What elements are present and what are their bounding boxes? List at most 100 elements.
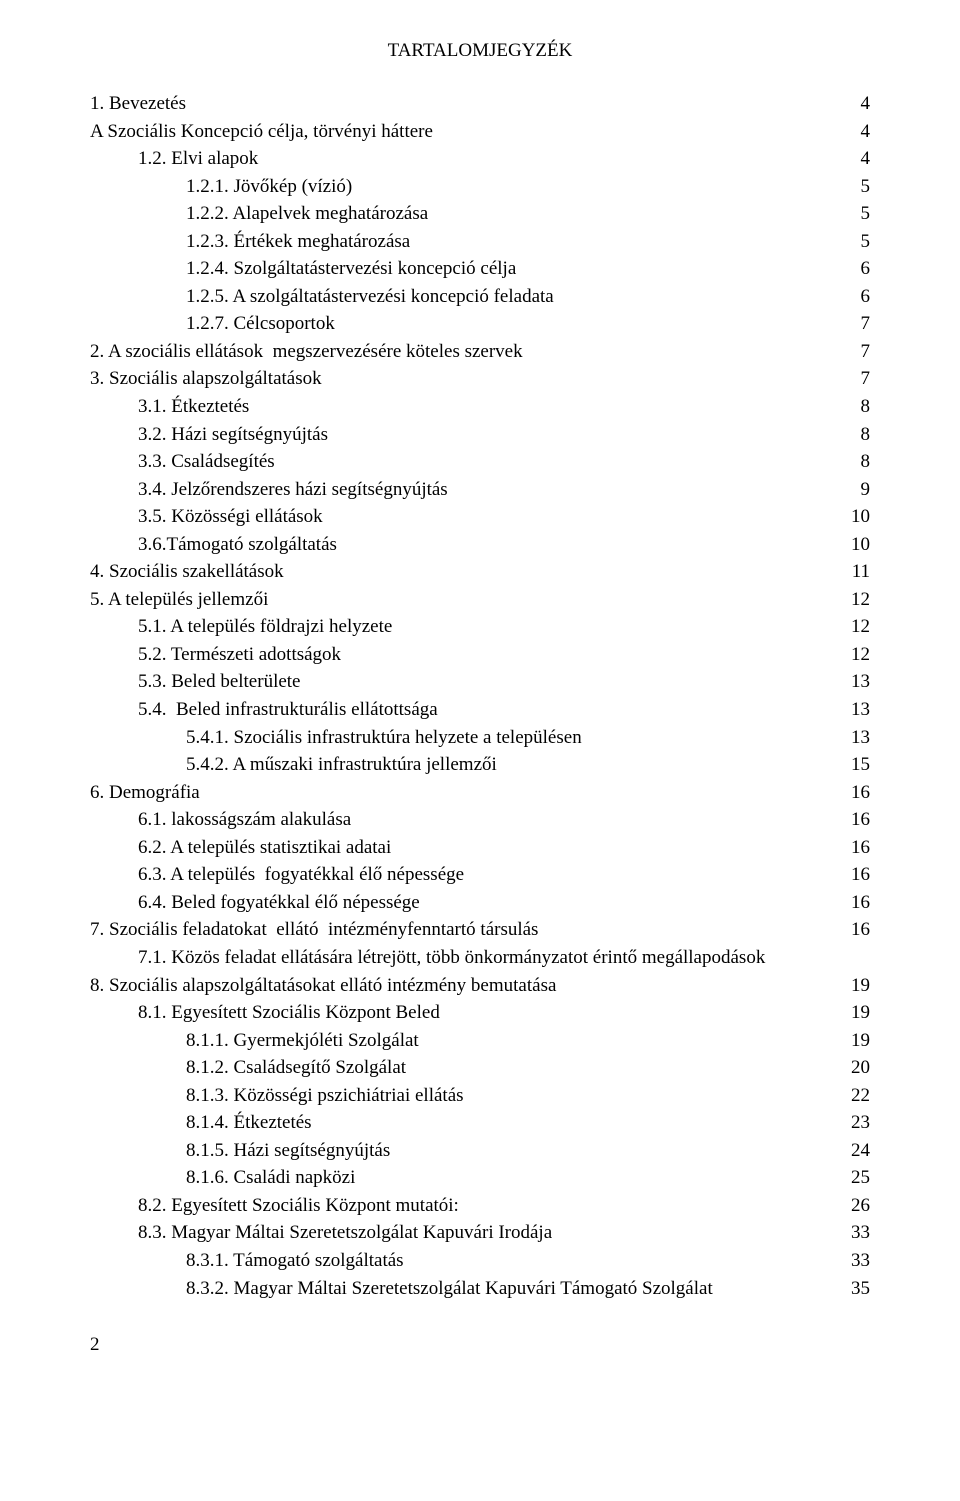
toc-entry: 8.1.2. Családsegítő Szolgálat 20 [90,1054,870,1082]
toc-entry-text: 1.2.1. Jövőkép (vízió) [186,173,352,201]
toc-entry-page: 7 [845,310,871,338]
toc-entry-text: 4. Szociális szakellátások [90,558,284,586]
toc-entry-text: 5.4.2. A műszaki infrastruktúra jellemző… [186,751,497,779]
page-number: 2 [90,1334,870,1356]
document-page: TARTALOMJEGYZÉK 1. Bevezetés4A Szociális… [0,0,960,1396]
toc-entry-page: 12 [835,641,870,669]
toc-entry-page: 5 [845,228,871,256]
toc-entry-text: 8.1.5. Házi segítségnyújtás [186,1137,390,1165]
toc-entry-page: 13 [835,724,870,752]
toc-entry: 8.1.6. Családi napközi 25 [90,1164,870,1192]
toc-entry-text: 8.1.6. Családi napközi [186,1164,355,1192]
toc-entry-text: 5.2. Természeti adottságok [138,641,341,669]
toc-entry: 6.4. Beled fogyatékkal élő népessége 16 [90,889,870,917]
toc-entry: 8.1. Egyesített Szociális Központ Beled 1… [90,999,870,1027]
toc-entry: 7. Szociális feladatokat ellátó intézmén… [90,916,870,944]
toc-entry-page: 15 [835,751,870,779]
toc-entry: 8.1.3. Közösségi pszichiátriai ellátás22 [90,1082,870,1110]
toc-entry-page: 4 [845,145,871,173]
toc-entry: 8.3.1. Támogató szolgáltatás33 [90,1247,870,1275]
toc-entry: 2. A szociális ellátások megszervezésére… [90,338,870,366]
toc-entry-text: 8.1.2. Családsegítő Szolgálat [186,1054,406,1082]
toc-entry-text: 8.3.1. Támogató szolgáltatás [186,1247,404,1275]
toc-entry-page: 12 [835,613,870,641]
toc-entry-text: 7. Szociális feladatokat ellátó intézmén… [90,916,538,944]
toc-entry-page: 6 [845,255,871,283]
toc-entry-page: 12 [835,586,870,614]
toc-entry-page: 5 [845,200,871,228]
toc-entry-text: 1.2.2. Alapelvek meghatározása [186,200,428,228]
toc-entry-text: 8.2. Egyesített Szociális Központ mutató… [138,1192,459,1220]
toc-list: 1. Bevezetés4A Szociális Koncepció célja… [90,90,870,1302]
toc-entry-text: 6.3. A település fogyatékkal élő népessé… [138,861,464,889]
toc-entry: 1.2.1. Jövőkép (vízió)5 [90,173,870,201]
toc-entry-text: 3. Szociális alapszolgáltatások [90,365,322,393]
toc-entry-page: 16 [835,806,870,834]
toc-entry-page: 10 [835,531,870,559]
toc-entry-text: 6.1. lakosságszám alakulása [138,806,351,834]
toc-entry-page: 13 [835,696,870,724]
toc-entry-text: 3.5. Közösségi ellátások [138,503,323,531]
toc-entry-page: 33 [835,1219,870,1247]
toc-entry: 3.4. Jelzőrendszeres házi segítségnyújtá… [90,476,870,504]
toc-entry: 1.2. Elvi alapok4 [90,145,870,173]
toc-entry: 8.2. Egyesített Szociális Központ mutató… [90,1192,870,1220]
toc-entry-page: 4 [845,118,871,146]
toc-entry: 8.1.1. Gyermekjóléti Szolgálat 19 [90,1027,870,1055]
toc-entry-text: 8.1. Egyesített Szociális Központ Beled [138,999,440,1027]
toc-entry-page: 25 [835,1164,870,1192]
toc-entry-text: 5.3. Beled belterülete [138,668,301,696]
toc-entry-text: 3.3. Családsegítés [138,448,275,476]
toc-entry-page: 19 [835,1027,870,1055]
toc-entry-text: 5.1. A település földrajzi helyzete [138,613,392,641]
toc-entry-text: 5. A település jellemzői [90,586,268,614]
toc-entry-page: 16 [835,916,870,944]
toc-entry-page: 35 [835,1275,870,1303]
toc-entry: 8.1.5. Házi segítségnyújtás24 [90,1137,870,1165]
toc-entry-text: 3.2. Házi segítségnyújtás [138,421,328,449]
toc-entry-text: 8. Szociális alapszolgáltatásokat ellátó… [90,972,556,1000]
toc-entry: 5. A település jellemzői 12 [90,586,870,614]
toc-entry: 8.1.4. Étkeztetés 23 [90,1109,870,1137]
toc-title: TARTALOMJEGYZÉK [90,40,870,62]
toc-entry-text: 6.4. Beled fogyatékkal élő népessége [138,889,420,917]
toc-entry-page: 19 [835,999,870,1027]
toc-entry-text: 8.1.1. Gyermekjóléti Szolgálat [186,1027,419,1055]
toc-entry: 3.5. Közösségi ellátások10 [90,503,870,531]
toc-entry: 5.2. Természeti adottságok 12 [90,641,870,669]
toc-entry-page: 19 [835,972,870,1000]
toc-entry: 8.3. Magyar Máltai Szeretetszolgálat Kap… [90,1219,870,1247]
toc-entry-text: 6. Demográfia [90,779,200,807]
toc-entry-page: 23 [835,1109,870,1137]
toc-entry-page: 16 [835,861,870,889]
toc-entry: 8.3.2. Magyar Máltai Szeretetszolgálat K… [90,1275,870,1303]
toc-entry: 1. Bevezetés4 [90,90,870,118]
toc-entry-page: 8 [845,421,871,449]
toc-entry-page: 16 [835,889,870,917]
toc-entry-text: 8.1.4. Étkeztetés [186,1109,312,1137]
toc-entry: 3. Szociális alapszolgáltatások 7 [90,365,870,393]
toc-entry-text: 7.1. Közös feladat ellátására létrejött,… [138,944,765,972]
toc-entry: 6.1. lakosságszám alakulása 16 [90,806,870,834]
toc-entry-text: 8.1.3. Közösségi pszichiátriai ellátás [186,1082,464,1110]
toc-entry: 5.4. Beled infrastrukturális ellátottság… [90,696,870,724]
toc-entry-text: 8.3.2. Magyar Máltai Szeretetszolgálat K… [186,1275,713,1303]
toc-entry: 1.2.5. A szolgáltatástervezési koncepció… [90,283,870,311]
toc-entry: 4. Szociális szakellátások11 [90,558,870,586]
toc-entry-page: 20 [835,1054,870,1082]
toc-entry: 5.1. A település földrajzi helyzete 12 [90,613,870,641]
toc-entry: 6.2. A település statisztikai adatai16 [90,834,870,862]
toc-entry: 8. Szociális alapszolgáltatásokat ellátó… [90,972,870,1000]
toc-entry-text: 8.3. Magyar Máltai Szeretetszolgálat Kap… [138,1219,552,1247]
toc-entry: 3.6.Támogató szolgáltatás10 [90,531,870,559]
toc-entry: 1.2.7. Célcsoportok7 [90,310,870,338]
toc-entry-text: 5.4. Beled infrastrukturális ellátottság… [138,696,438,724]
toc-entry-page: 7 [845,365,871,393]
toc-entry: 7.1. Közös feladat ellátására létrejött,… [90,944,870,972]
toc-entry-page: 8 [845,448,871,476]
toc-entry: 1.2.4. Szolgáltatástervezési koncepció c… [90,255,870,283]
toc-entry-page: 26 [835,1192,870,1220]
toc-entry-page: 6 [845,283,871,311]
toc-entry: 3.1. Étkeztetés8 [90,393,870,421]
toc-entry: 6. Demográfia16 [90,779,870,807]
